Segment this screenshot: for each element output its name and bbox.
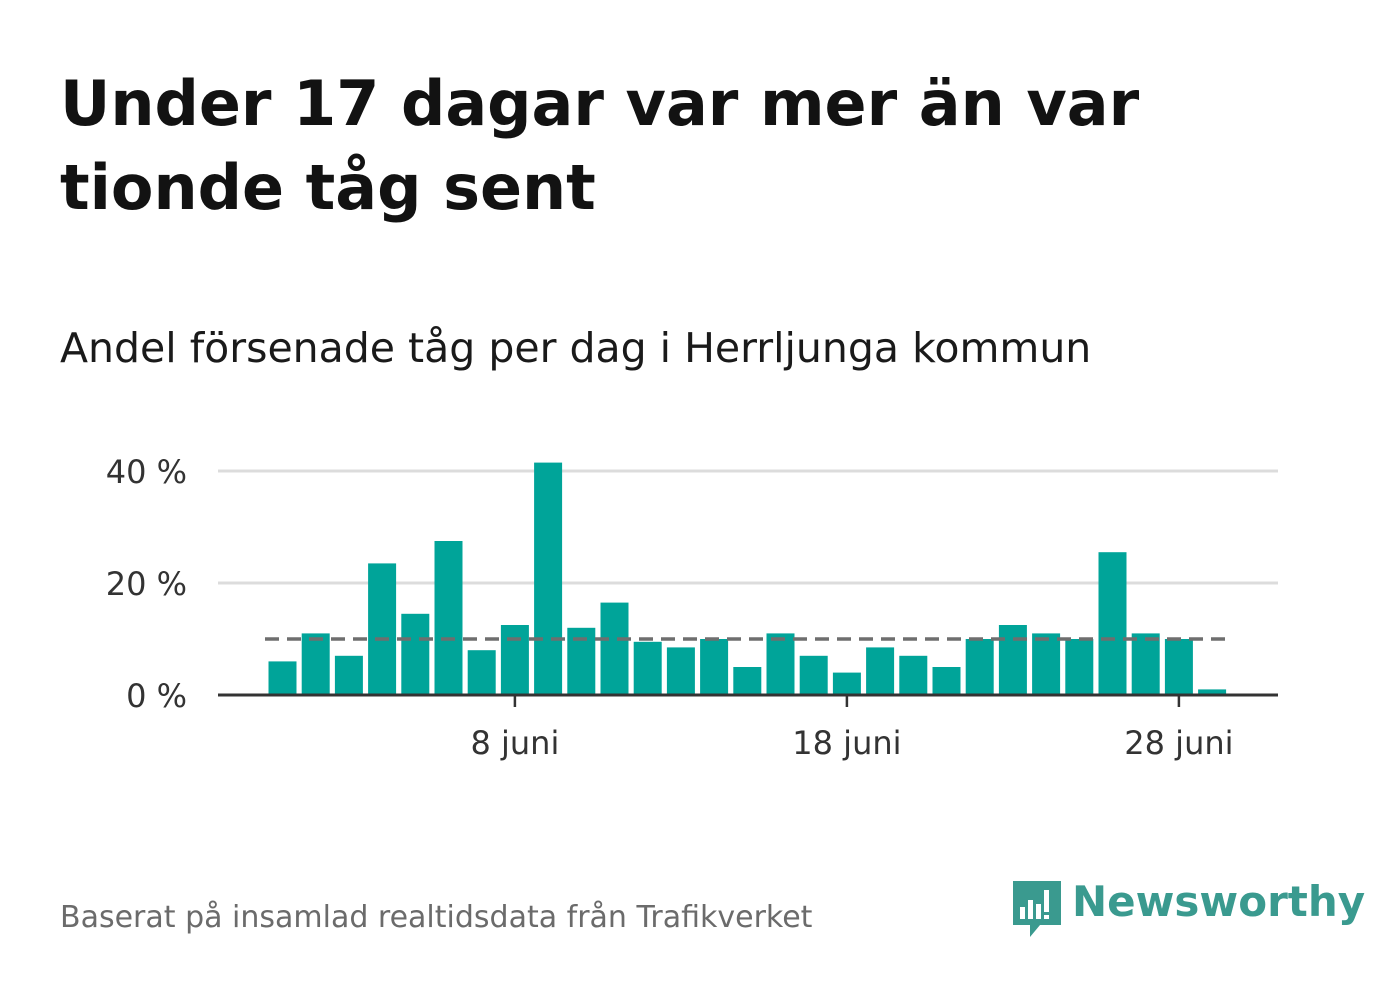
bar <box>799 655 828 695</box>
bar <box>998 625 1027 695</box>
bar <box>1098 552 1127 695</box>
x-tick-label: 28 juni <box>1124 724 1233 762</box>
bar <box>733 667 762 695</box>
newsworthy-wordmark: Newsworthy <box>1072 877 1366 926</box>
bar <box>666 647 695 695</box>
bar <box>866 647 895 695</box>
newsworthy-logo-icon <box>1013 881 1061 937</box>
bar <box>368 563 397 695</box>
bar <box>268 661 297 695</box>
bar <box>600 602 629 695</box>
y-tick-label: 40 % <box>106 453 187 491</box>
bar <box>965 639 994 695</box>
bar <box>334 655 363 695</box>
bar <box>467 650 496 695</box>
bar <box>932 667 961 695</box>
bar <box>633 641 662 695</box>
bar <box>1065 639 1094 695</box>
axes: 0 % 20 % 40 % 8 juni 18 juni 28 juni <box>106 453 1278 762</box>
bar <box>401 613 430 695</box>
y-tick-label: 0 % <box>126 677 187 715</box>
x-tick-label: 8 juni <box>470 724 559 762</box>
newsworthy-logo: Newsworthy <box>1010 877 1366 940</box>
x-tick-label: 18 juni <box>792 724 901 762</box>
bar <box>1032 633 1061 695</box>
bars <box>268 462 1227 695</box>
source-note: Baserat på insamlad realtidsdata från Tr… <box>60 900 813 935</box>
bar <box>766 633 795 695</box>
bar <box>899 655 928 695</box>
bar <box>1198 689 1227 695</box>
chart-subtitle: Andel försenade tåg per dag i Herrljunga… <box>60 324 1092 372</box>
bar <box>1131 633 1160 695</box>
bar <box>500 625 529 695</box>
bar <box>534 462 563 695</box>
bar <box>832 672 861 695</box>
bar <box>434 541 463 695</box>
bar <box>700 639 729 695</box>
chart-title: Under 17 dagar var mer än var tionde tåg… <box>60 67 1140 224</box>
y-tick-label: 20 % <box>106 565 187 603</box>
bar <box>301 633 330 695</box>
bar <box>1164 639 1193 695</box>
